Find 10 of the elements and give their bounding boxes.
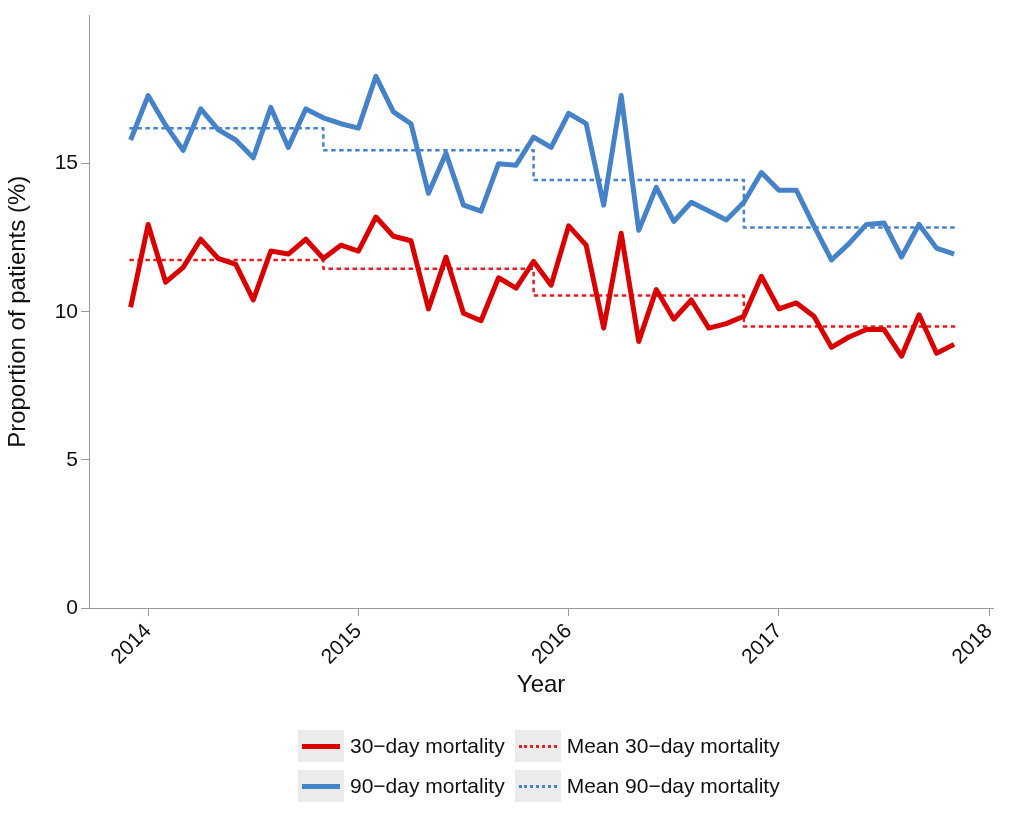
- y-tick-label: 0: [66, 594, 78, 618]
- legend-label: 90−day mortality: [350, 774, 505, 798]
- y-tick-label: 10: [54, 298, 78, 322]
- legend-label: 30−day mortality: [350, 734, 505, 758]
- y-axis-title: Proportion of patients (%): [3, 175, 31, 448]
- y-tick-label: 15: [54, 150, 78, 174]
- y-tick-label: 5: [66, 446, 78, 470]
- x-axis-title: Year: [516, 670, 566, 698]
- legend-label: Mean 90−day mortality: [566, 774, 780, 798]
- legend-label: Mean 30−day mortality: [566, 734, 780, 758]
